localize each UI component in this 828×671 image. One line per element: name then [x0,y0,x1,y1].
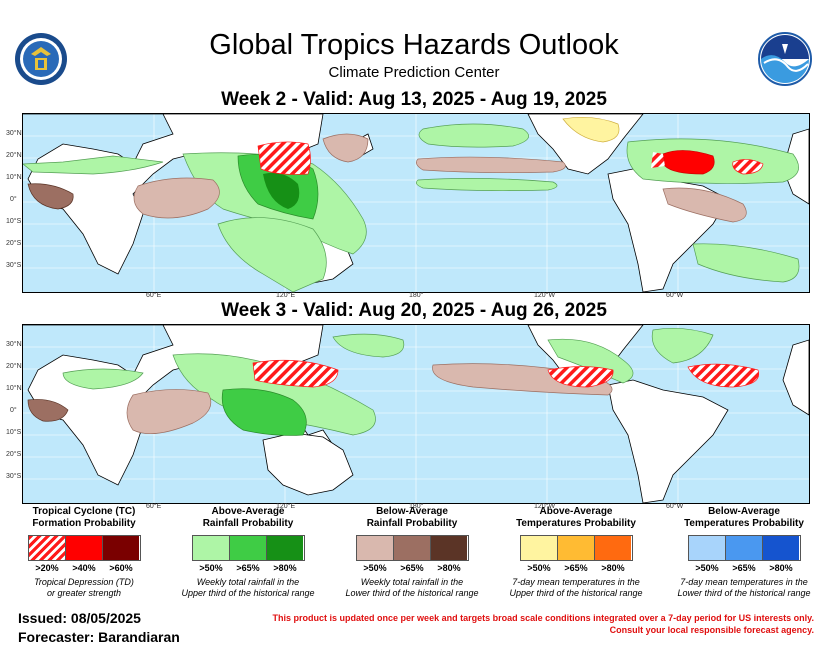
legend-title-line2: Temperatures Probability [684,518,804,529]
legend-note-line1: 7-day mean temperatures in the [680,577,808,587]
lon-label: 120°W [534,292,556,299]
legend-note-line1: Weekly total rainfall in the [360,577,464,587]
legend-note-line2: or greater strength [46,588,122,598]
week3-map [22,324,810,504]
legend-title-line1: Above-Average [211,506,285,517]
lon-label: 180° [409,292,424,299]
lon-label: 120°E [276,503,296,510]
lat-label: 30°S [6,262,22,269]
legend-title-line2: Rainfall Probability [202,518,294,529]
legend-note-line2: Upper third of the historical range [181,588,315,598]
legend-swatch [230,536,267,560]
legend-swatch [689,536,726,560]
legend-swatch [394,536,431,560]
legend-swatch [763,536,799,560]
lat-label: 0° [10,196,17,203]
legend-label: >80% [769,563,793,573]
legend-note-line2: Upper third of the historical range [509,588,643,598]
legend-label: >65% [400,563,424,573]
legend-below-temperatures: Below-Average Temperatures Probability >… [662,506,826,599]
lon-label: 180° [409,503,424,510]
lon-label: 60°E [146,503,162,510]
week2-title: Week 2 - Valid: Aug 13, 2025 - Aug 19, 2… [221,89,607,110]
legend-label: >20% [35,563,59,573]
legend-label: >50% [527,563,551,573]
lat-label: 30°S [6,473,22,480]
disclaimer-line2: Consult your local responsible forecast … [609,625,814,635]
legend-title-line2: Temperatures Probability [516,518,636,529]
page-subtitle: Climate Prediction Center [328,64,500,81]
legend-swatch [267,536,303,560]
legend-swatch [595,536,631,560]
legend-label: >50% [695,563,719,573]
legend-note-line1: Weekly total rainfall in the [196,577,300,587]
lat-label: 0° [10,407,17,414]
legend-tc-formation: Tropical Cyclone (TC) Formation Probabil… [4,506,164,599]
lat-label: 10°N [6,385,22,392]
issued-date: Issued: 08/05/2025 [18,610,141,626]
week3-title: Week 3 - Valid: Aug 20, 2025 - Aug 26, 2… [221,300,607,321]
legend-label: >40% [72,563,96,573]
legend-label: >65% [732,563,756,573]
legend-swatch [193,536,230,560]
legend-label: >60% [109,563,133,573]
lat-label: 20°N [6,152,22,159]
lat-label: 30°N [6,341,22,348]
legend-title-line1: Below-Average [376,506,448,517]
legend-swatch [431,536,467,560]
legend-swatch-hatched [29,536,66,560]
lat-label: 10°N [6,174,22,181]
page-title: Global Tropics Hazards Outlook [209,29,619,61]
forecaster-name: Forecaster: Barandiaran [18,629,180,645]
legend-label: >65% [564,563,588,573]
lon-label: 120°W [534,503,556,510]
lat-label: 20°N [6,363,22,370]
department-of-commerce-seal-icon [14,32,68,86]
disclaimer: This product is updated once per week an… [214,612,814,636]
lon-label: 60°E [146,292,162,299]
legend-swatch [103,536,139,560]
legend-swatch [726,536,763,560]
legend-note-line1: Tropical Depression (TD) [34,577,134,587]
legend-title-line2: Rainfall Probability [366,518,458,529]
legend-swatch [521,536,558,560]
lon-label: 120°E [276,292,296,299]
legend-note-line2: Lower third of the historical range [677,588,811,598]
lat-label: 20°S [6,451,22,458]
legend-label: >80% [273,563,297,573]
legend-swatch [66,536,103,560]
lon-label: 60°W [666,292,684,299]
legend-note-line1: 7-day mean temperatures in the [512,577,640,587]
lat-label: 20°S [6,240,22,247]
legend-label: >50% [199,563,223,573]
lat-label: 30°N [6,130,22,137]
lon-label: 60°W [666,503,684,510]
disclaimer-line1: This product is updated once per week an… [272,613,814,623]
legend-swatch [357,536,394,560]
week2-map [22,113,810,293]
legend-swatch [558,536,595,560]
legend-note-line2: Lower third of the historical range [345,588,479,598]
legend-title-line2: Formation Probability [32,518,136,529]
noaa-logo-icon [758,32,812,86]
legend-label: >80% [601,563,625,573]
legend-label: >80% [437,563,461,573]
legend-label: >50% [363,563,387,573]
legend-title-line1: Tropical Cyclone (TC) [32,506,136,517]
legend-above-temperatures: Above-Average Temperatures Probability >… [496,506,656,599]
legend-below-rainfall: Below-Average Rainfall Probability >50% … [332,506,492,599]
legend-above-rainfall: Above-Average Rainfall Probability >50% … [168,506,328,599]
lat-label: 10°S [6,429,22,436]
legend-title-line1: Below-Average [708,506,780,517]
lat-label: 10°S [6,218,22,225]
legend-label: >65% [236,563,260,573]
legend-title-line1: Above-Average [539,506,613,517]
